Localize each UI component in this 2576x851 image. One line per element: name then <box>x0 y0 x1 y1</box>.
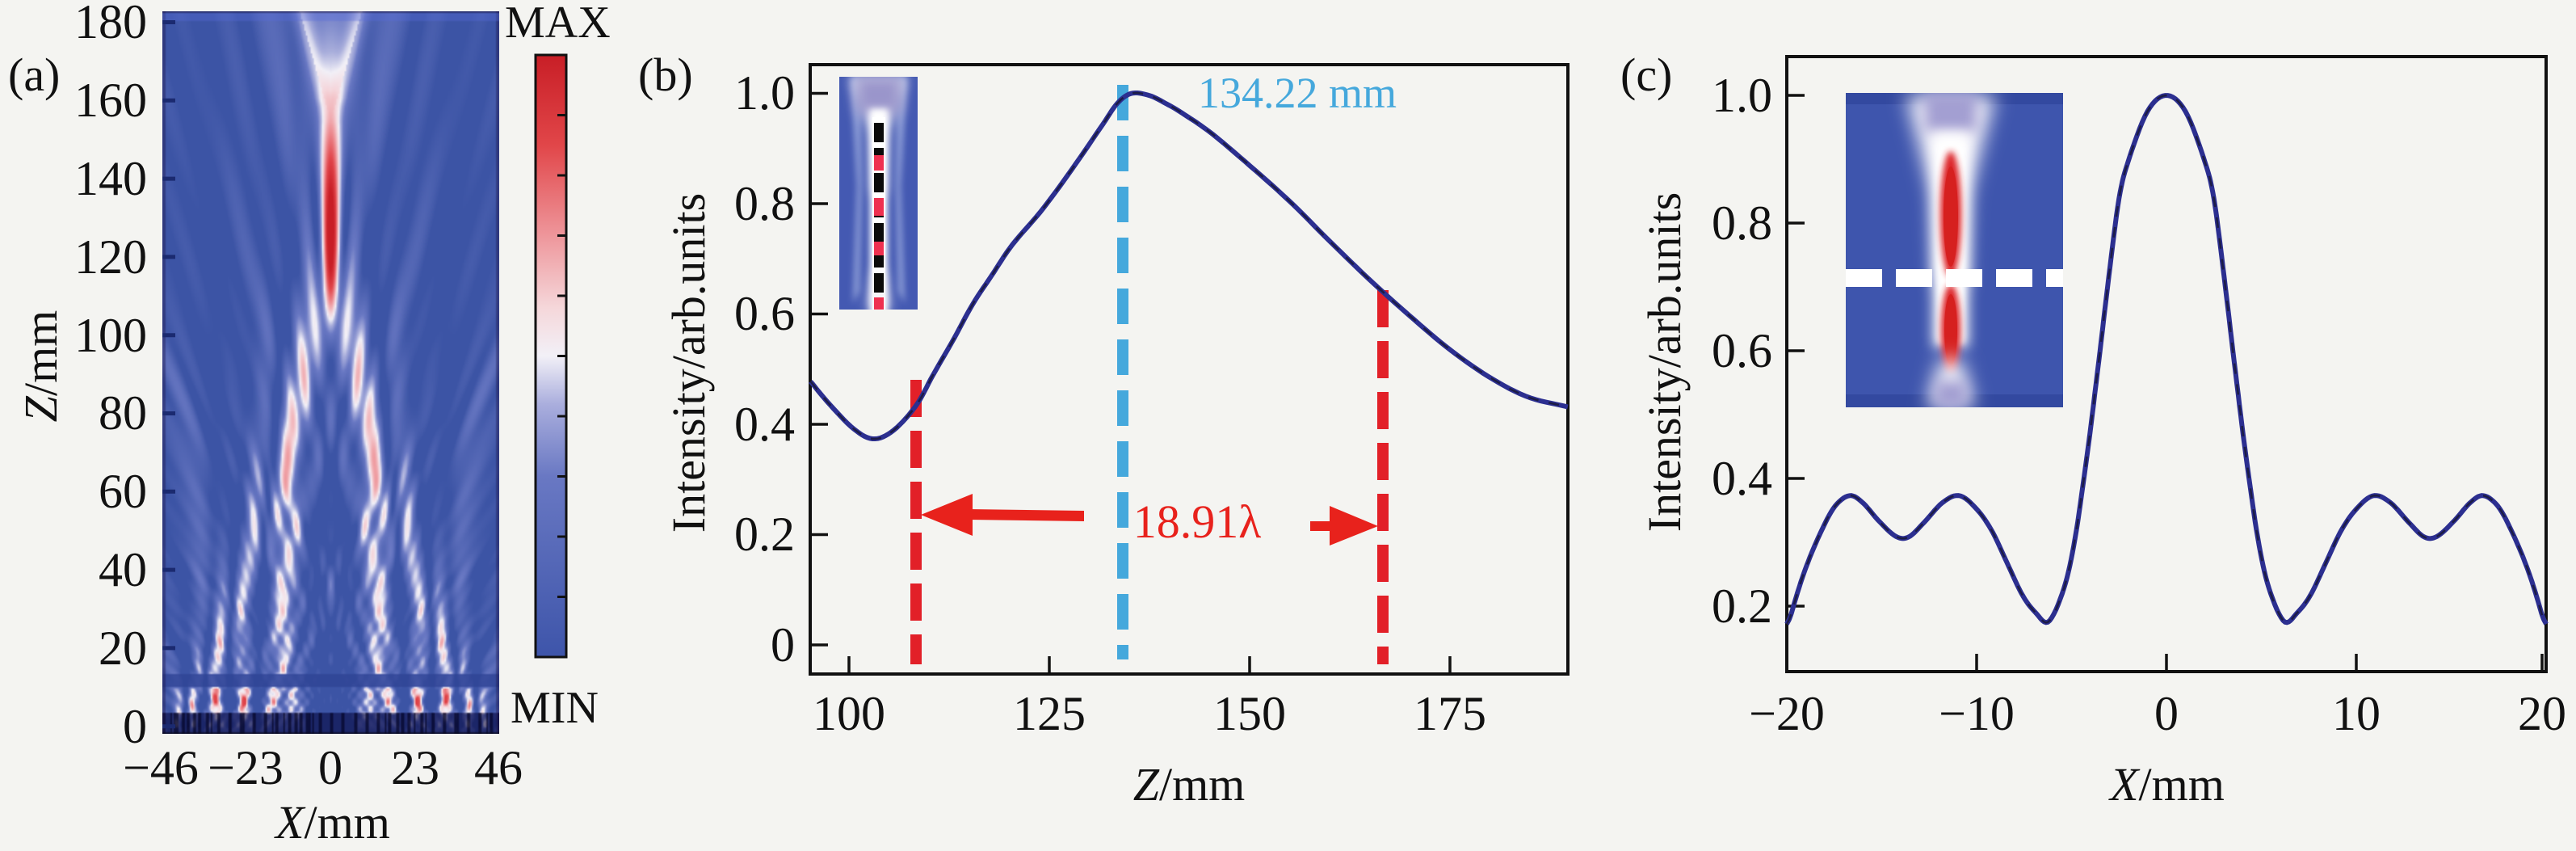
svg-text:Intensity/arb.units: Intensity/arb.units <box>1638 192 1691 532</box>
svg-text:0.4: 0.4 <box>734 398 795 451</box>
svg-text:60: 60 <box>99 465 147 518</box>
svg-text:20: 20 <box>99 621 147 675</box>
svg-text:125: 125 <box>1013 687 1086 740</box>
svg-text:0: 0 <box>771 618 795 672</box>
svg-text:0: 0 <box>123 700 147 753</box>
svg-text:140: 140 <box>74 152 147 205</box>
svg-text:−20: −20 <box>1749 687 1825 740</box>
svg-text:1.0: 1.0 <box>734 66 795 120</box>
svg-text:160: 160 <box>74 74 147 127</box>
svg-text:−46: −46 <box>123 741 199 794</box>
svg-text:(b): (b) <box>638 48 693 101</box>
svg-text:0: 0 <box>2154 687 2179 740</box>
svg-text:100: 100 <box>74 309 147 362</box>
svg-text:20: 20 <box>2518 687 2566 740</box>
svg-text:MAX: MAX <box>505 0 611 48</box>
svg-text:120: 120 <box>74 230 147 284</box>
svg-text:134.22 mm: 134.22 mm <box>1198 69 1397 117</box>
svg-text:0.2: 0.2 <box>1712 579 1772 633</box>
svg-text:10: 10 <box>2332 687 2381 740</box>
svg-text:150: 150 <box>1213 687 1286 740</box>
svg-text:Z/mm: Z/mm <box>15 310 67 423</box>
svg-text:100: 100 <box>813 687 885 740</box>
svg-text:0.6: 0.6 <box>734 287 795 340</box>
svg-text:(a): (a) <box>8 48 60 101</box>
svg-text:−23: −23 <box>208 741 284 794</box>
svg-text:46: 46 <box>474 741 523 794</box>
svg-text:−10: −10 <box>1939 687 2015 740</box>
svg-text:180: 180 <box>74 0 147 48</box>
svg-text:X/mm: X/mm <box>274 796 390 849</box>
svg-text:MIN: MIN <box>511 683 599 733</box>
svg-text:0.2: 0.2 <box>734 508 795 561</box>
svg-text:0: 0 <box>318 741 342 794</box>
svg-text:0.4: 0.4 <box>1712 452 1772 505</box>
svg-text:(c): (c) <box>1620 48 1672 101</box>
svg-text:Intensity/arb.units: Intensity/arb.units <box>662 193 715 533</box>
svg-text:0.8: 0.8 <box>1712 196 1772 250</box>
svg-text:40: 40 <box>99 543 147 596</box>
svg-text:Z/mm: Z/mm <box>1133 758 1246 811</box>
svg-text:X/mm: X/mm <box>2108 758 2225 811</box>
svg-text:18.91λ: 18.91λ <box>1133 495 1262 548</box>
svg-text:80: 80 <box>99 386 147 440</box>
svg-text:0.8: 0.8 <box>734 177 795 230</box>
svg-text:1.0: 1.0 <box>1712 69 1772 122</box>
svg-text:23: 23 <box>391 741 439 794</box>
svg-text:175: 175 <box>1414 687 1486 740</box>
svg-text:0.6: 0.6 <box>1712 324 1772 377</box>
